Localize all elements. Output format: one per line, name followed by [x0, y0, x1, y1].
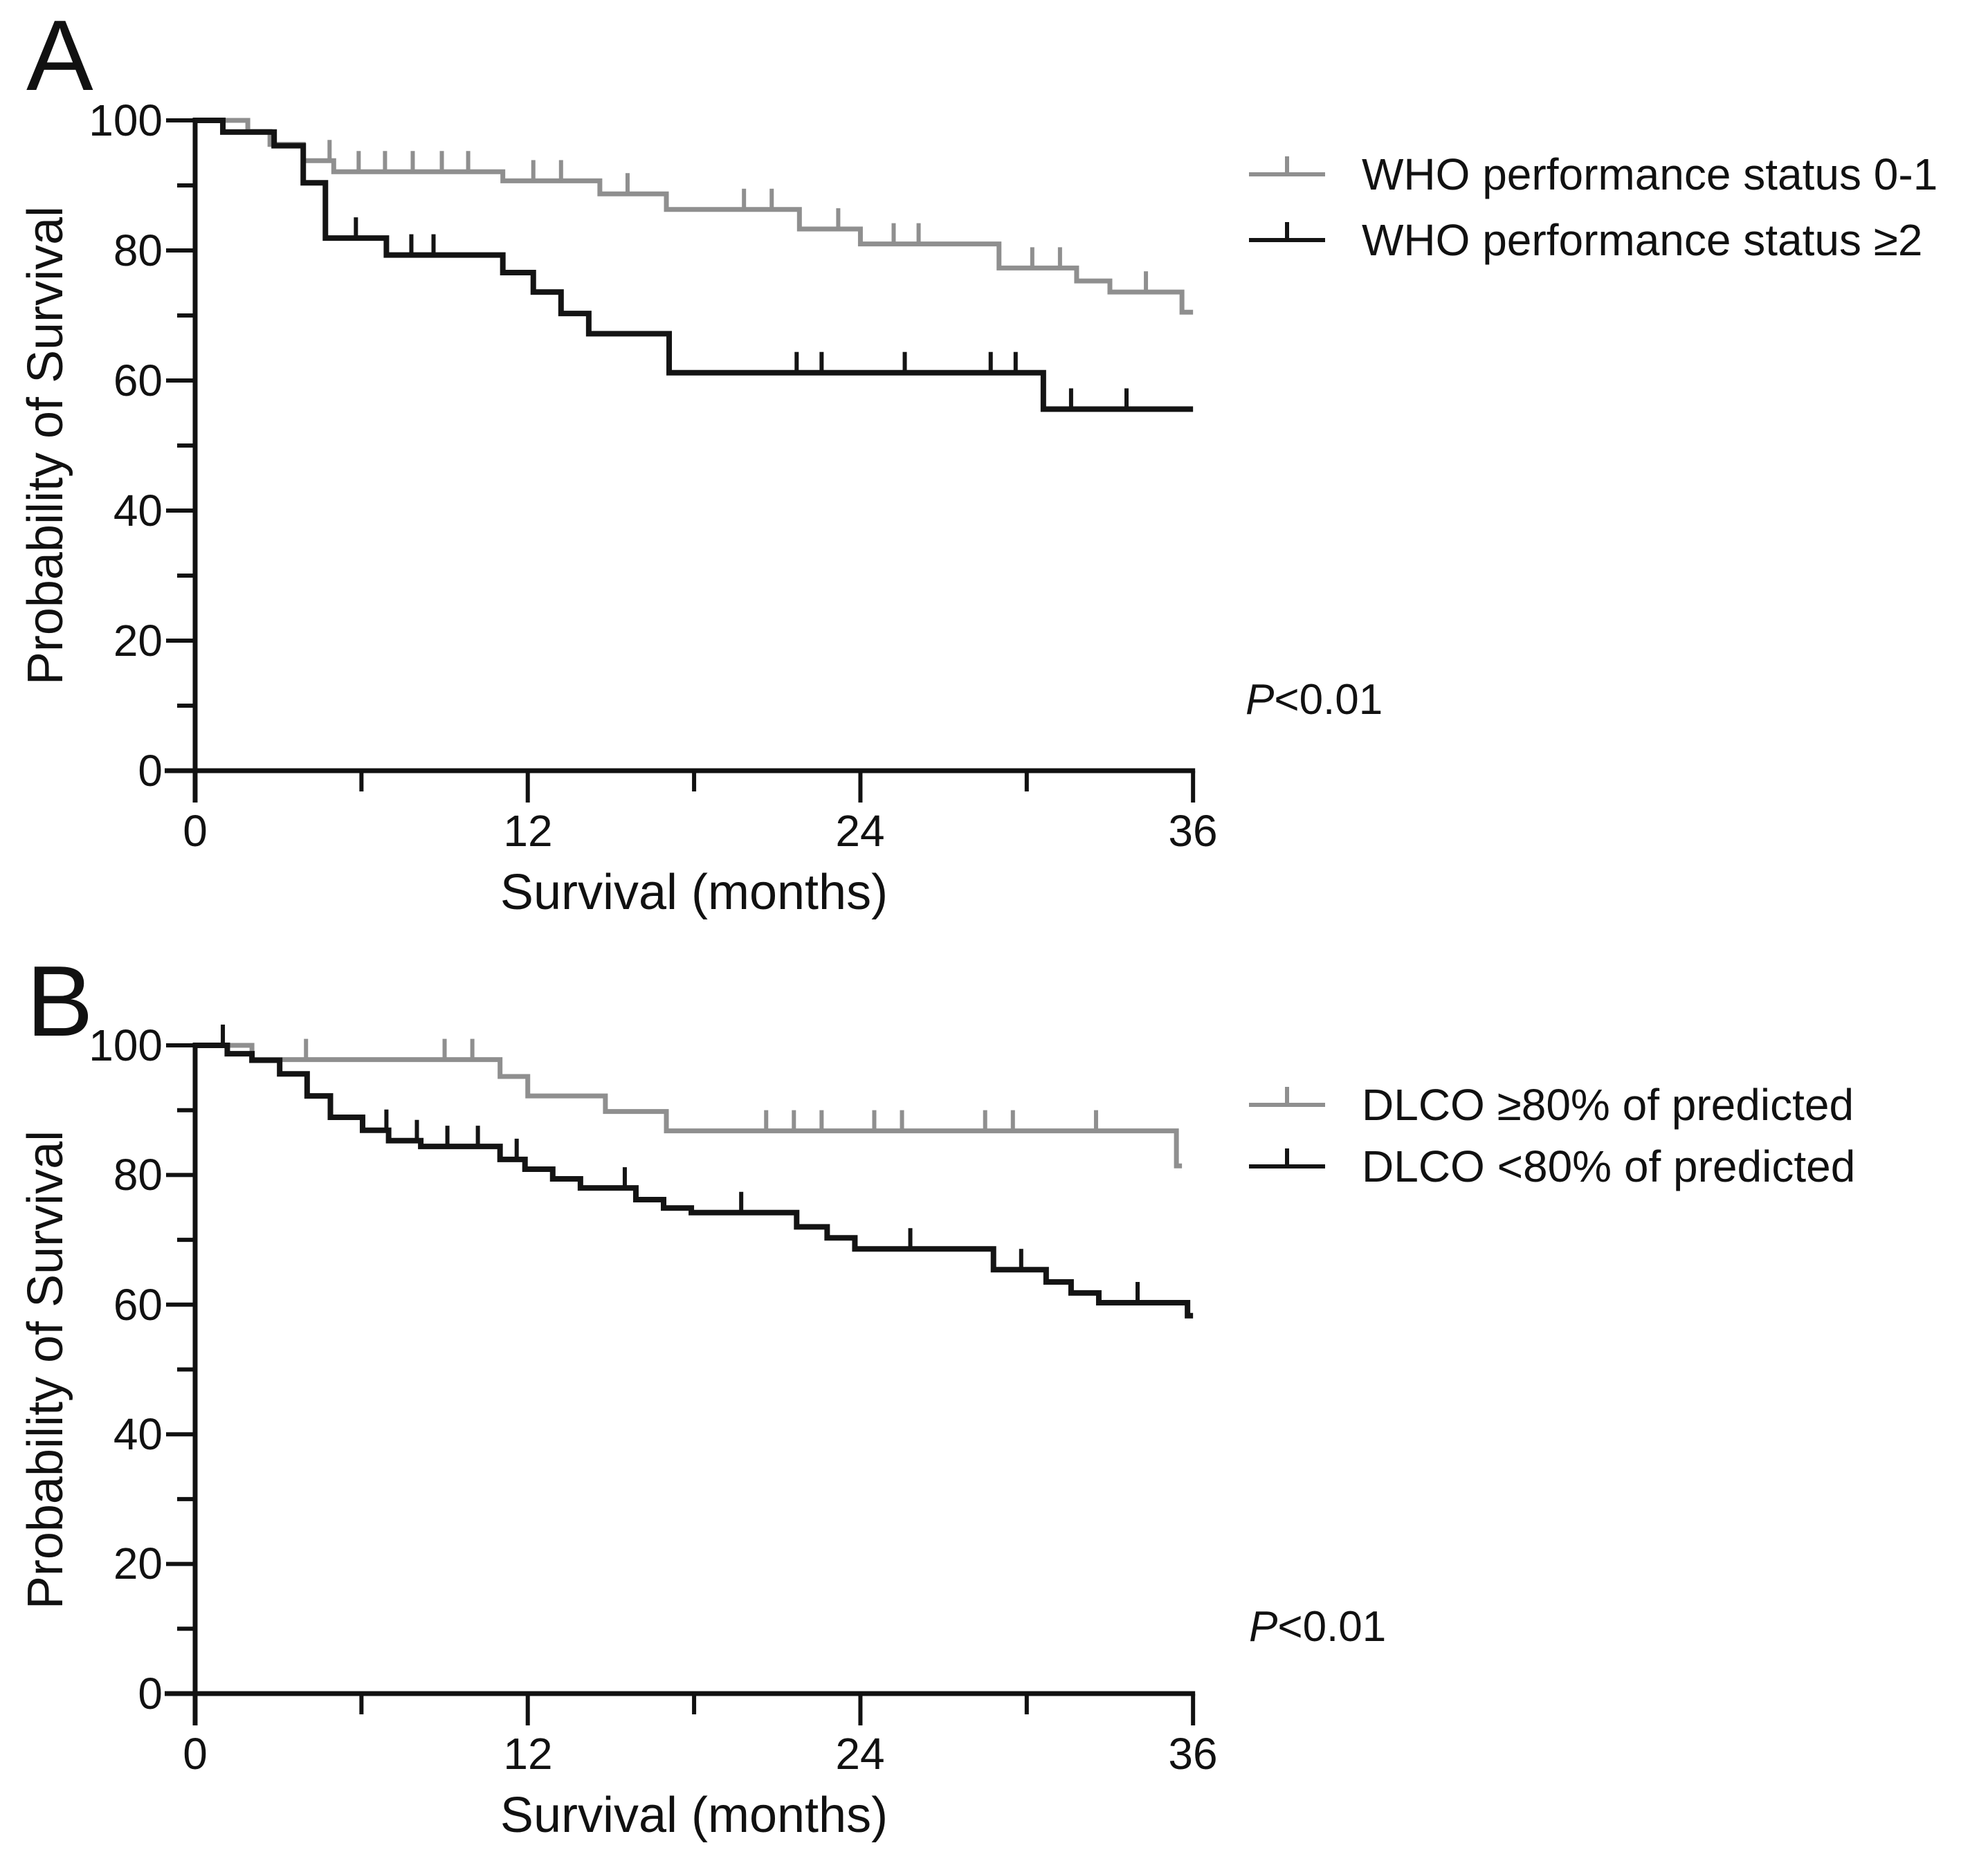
legend-key-line-black — [1249, 1164, 1325, 1168]
panel-a-x-axis-title: Survival (months) — [500, 865, 888, 920]
panel-b-xtick-24: 24 — [835, 1729, 885, 1779]
panel-a-ytick-0: 0 — [138, 746, 163, 796]
panel-a-ytick-60: 60 — [113, 356, 163, 405]
panel-a-xtick-24: 24 — [835, 806, 885, 856]
panel-b-letter: B — [26, 945, 93, 1057]
km-curve — [195, 118, 1194, 412]
panel-a-plot — [165, 118, 1196, 803]
panel-b-ytick-60: 60 — [113, 1280, 163, 1330]
panel-b-xtick-12: 12 — [503, 1729, 553, 1779]
panel-b-ytick-100: 100 — [89, 1020, 163, 1070]
panel-b-xtick-36: 36 — [1168, 1729, 1218, 1779]
panel-b-plot — [165, 1025, 1196, 1725]
panel-b-legend-label-1: DLCO ≥80% of predicted — [1362, 1080, 1854, 1130]
panel-a-y-axis-title: Probability of Survival — [18, 205, 73, 686]
panel-b-ytick-40: 40 — [113, 1409, 163, 1459]
panel-a-xtick-36: 36 — [1168, 806, 1218, 856]
panel-b-legend-label-2: DLCO <80% of predicted — [1362, 1142, 1856, 1191]
legend-key-line-gray — [1249, 172, 1325, 176]
panel-a-xtick-12: 12 — [503, 806, 553, 856]
panel-a-ytick-20: 20 — [113, 616, 163, 666]
panel-a-xtick-0: 0 — [183, 806, 208, 856]
panel-a-legend-label-2: WHO performance status ≥2 — [1362, 215, 1923, 265]
pvalue-number: <0.01 — [1274, 676, 1383, 724]
panel-a-letter: A — [26, 0, 93, 111]
panel-b-xtick-0: 0 — [183, 1729, 208, 1779]
panel-a-legend-label-1: WHO performance status 0-1 — [1362, 149, 1938, 199]
panel-b-ytick-20: 20 — [113, 1539, 163, 1588]
panel-b-pvalue: P<0.01 — [1249, 1602, 1386, 1652]
panel-b-x-axis-title: Survival (months) — [500, 1788, 888, 1843]
pvalue-symbol: P — [1246, 676, 1275, 724]
legend-key-censor-tick-icon — [1285, 1148, 1289, 1166]
legend-key-censor-tick-icon — [1285, 156, 1289, 174]
km-curve — [195, 1043, 1194, 1319]
panel-b-ytick-0: 0 — [138, 1669, 163, 1718]
pvalue-symbol: P — [1249, 1603, 1278, 1651]
legend-key-censor-tick-icon — [1285, 1087, 1289, 1105]
legend-key-censor-tick-icon — [1285, 222, 1289, 240]
legend-key-line-gray — [1249, 1103, 1325, 1107]
panel-b-ytick-80: 80 — [113, 1150, 163, 1200]
km-curve — [195, 1043, 1183, 1168]
panel-a-ytick-80: 80 — [113, 226, 163, 275]
panel-a-pvalue: P<0.01 — [1246, 675, 1383, 725]
panel-a-ytick-100: 100 — [89, 95, 163, 145]
km-curve — [195, 118, 1194, 315]
panel-a-ytick-40: 40 — [113, 486, 163, 535]
pvalue-number: <0.01 — [1277, 1603, 1387, 1651]
legend-key-line-black — [1249, 238, 1325, 242]
